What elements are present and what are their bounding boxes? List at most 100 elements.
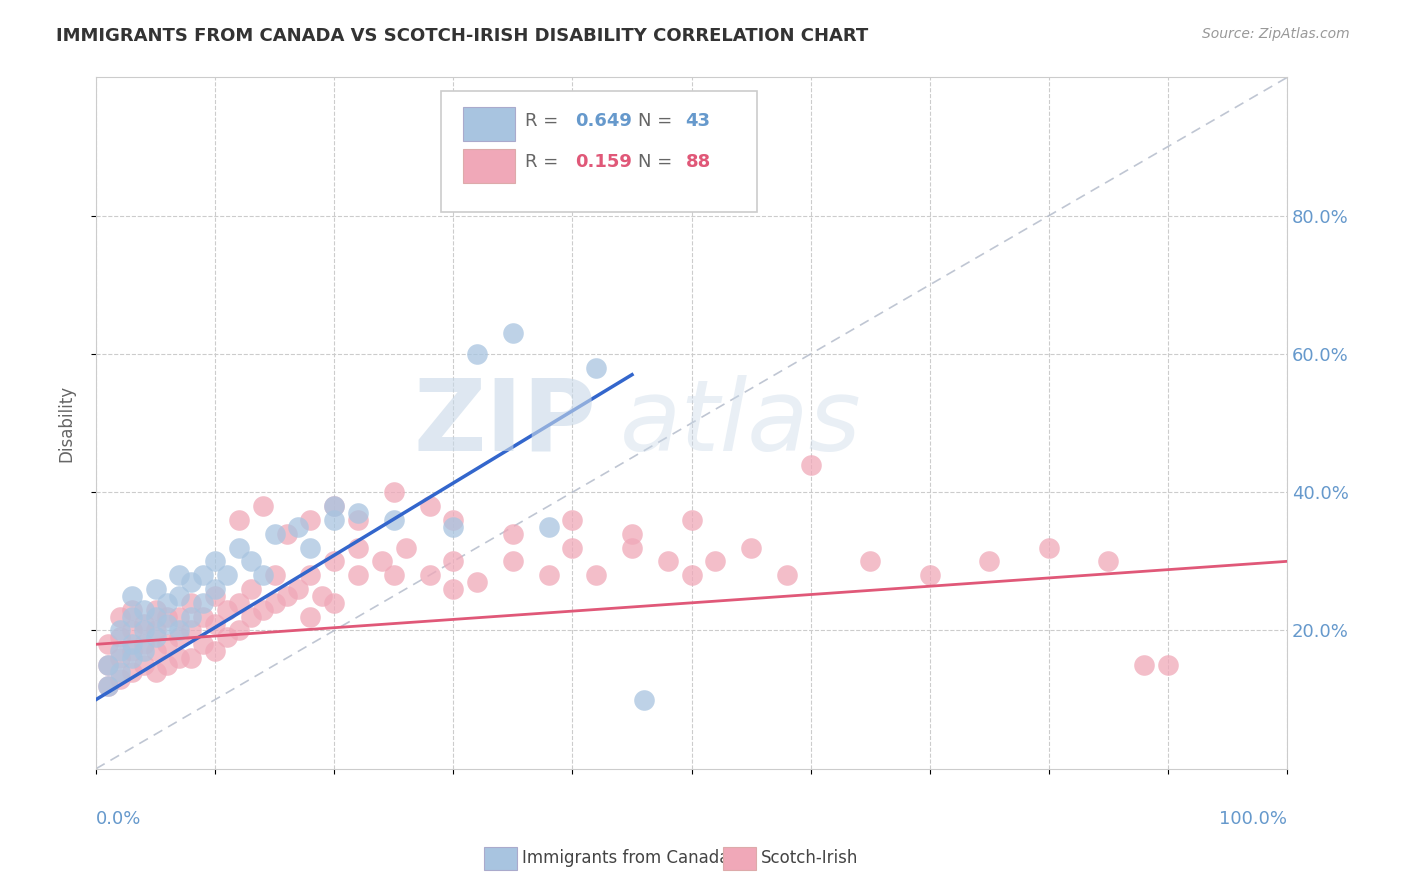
Point <box>121 637 143 651</box>
Point <box>633 692 655 706</box>
Point <box>537 568 560 582</box>
Point <box>156 596 179 610</box>
Point <box>169 631 191 645</box>
Point <box>382 485 405 500</box>
Point <box>215 568 238 582</box>
Text: IMMIGRANTS FROM CANADA VS SCOTCH-IRISH DISABILITY CORRELATION CHART: IMMIGRANTS FROM CANADA VS SCOTCH-IRISH D… <box>56 27 869 45</box>
Point <box>1097 554 1119 568</box>
Point <box>657 554 679 568</box>
Point <box>180 609 202 624</box>
Point <box>1157 658 1180 673</box>
Point <box>169 651 191 665</box>
Text: Scotch-Irish: Scotch-Irish <box>761 849 858 867</box>
Point <box>979 554 1001 568</box>
Point <box>145 624 167 638</box>
Point <box>323 499 346 513</box>
Point <box>193 596 215 610</box>
Point <box>156 609 179 624</box>
Point <box>585 360 607 375</box>
Point <box>169 568 191 582</box>
Point <box>776 568 799 582</box>
Point <box>561 541 583 555</box>
Point <box>108 651 131 665</box>
Point <box>156 637 179 651</box>
Point <box>287 520 309 534</box>
Point <box>502 326 524 341</box>
Point <box>97 637 120 651</box>
Point <box>502 526 524 541</box>
Point <box>1038 541 1060 555</box>
Point <box>371 554 394 568</box>
Text: Source: ZipAtlas.com: Source: ZipAtlas.com <box>1202 27 1350 41</box>
Point <box>132 603 155 617</box>
Text: 100.0%: 100.0% <box>1219 810 1286 828</box>
Point <box>180 596 202 610</box>
Point <box>441 554 464 568</box>
Point <box>441 513 464 527</box>
Point <box>145 644 167 658</box>
Point <box>204 644 226 658</box>
Point <box>347 568 370 582</box>
Point <box>441 582 464 596</box>
Text: R =: R = <box>524 153 558 171</box>
Point <box>276 589 298 603</box>
Text: 88: 88 <box>686 153 711 171</box>
Point <box>918 568 941 582</box>
Point <box>382 568 405 582</box>
Point <box>418 568 440 582</box>
Point <box>132 644 155 658</box>
Point <box>740 541 762 555</box>
Point <box>465 575 488 590</box>
Point <box>97 679 120 693</box>
Point <box>263 568 285 582</box>
Point <box>108 672 131 686</box>
Point <box>287 582 309 596</box>
Point <box>108 665 131 679</box>
Point <box>704 554 727 568</box>
Point <box>121 651 143 665</box>
Text: 0.0%: 0.0% <box>96 810 142 828</box>
Text: ZIP: ZIP <box>413 375 596 472</box>
FancyBboxPatch shape <box>463 107 515 141</box>
Point <box>145 603 167 617</box>
Point <box>800 458 823 472</box>
Point <box>204 616 226 631</box>
Point <box>132 658 155 673</box>
Point <box>121 644 143 658</box>
Text: R =: R = <box>524 112 558 130</box>
Point <box>502 554 524 568</box>
Point <box>276 526 298 541</box>
Point <box>252 568 274 582</box>
Text: N =: N = <box>638 153 672 171</box>
Point <box>132 616 155 631</box>
Point <box>193 637 215 651</box>
Point <box>263 526 285 541</box>
Point <box>132 637 155 651</box>
Point <box>859 554 882 568</box>
Point <box>204 582 226 596</box>
Point <box>418 499 440 513</box>
Point <box>561 513 583 527</box>
Point <box>239 582 262 596</box>
Point <box>215 603 238 617</box>
Text: N =: N = <box>638 112 672 130</box>
Point <box>180 575 202 590</box>
Text: 43: 43 <box>686 112 710 130</box>
Point <box>145 631 167 645</box>
Point <box>121 603 143 617</box>
Point <box>681 513 703 527</box>
Point <box>215 631 238 645</box>
Point <box>132 624 155 638</box>
Point <box>180 624 202 638</box>
Point <box>228 624 250 638</box>
Text: 0.649: 0.649 <box>575 112 631 130</box>
FancyBboxPatch shape <box>441 91 756 212</box>
Point <box>169 609 191 624</box>
Point <box>299 609 322 624</box>
Point <box>121 624 143 638</box>
Point <box>465 347 488 361</box>
Point <box>620 526 643 541</box>
Point <box>121 609 143 624</box>
Point <box>108 624 131 638</box>
Point <box>169 624 191 638</box>
